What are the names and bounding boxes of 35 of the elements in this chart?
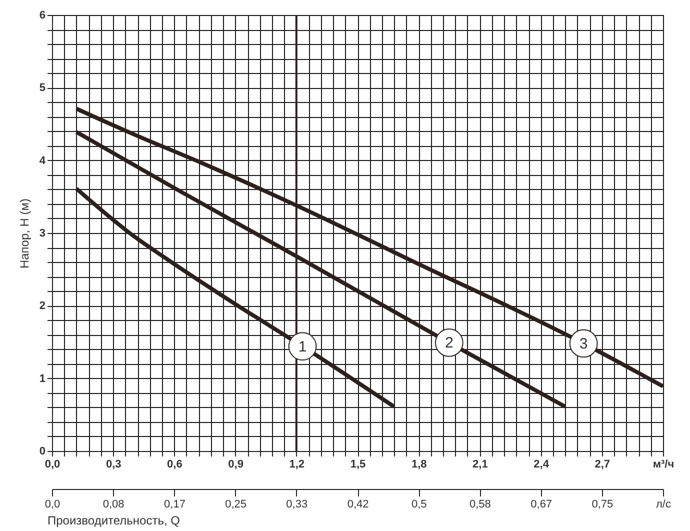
x2-tick-label: 0,0: [44, 498, 60, 510]
y-tick-label: 1: [39, 372, 46, 385]
x-axis-title: Производительность, Q: [48, 514, 180, 528]
x-tick-label: 2,7: [594, 458, 610, 470]
x-tick-label: 1,5: [350, 458, 366, 470]
x2-tick-label: 0,08: [102, 498, 124, 510]
x-tick-label: 0,9: [228, 458, 244, 470]
y-tick-label: 4: [39, 154, 46, 167]
line-series: [74, 186, 396, 409]
series-label: 1: [298, 338, 307, 356]
x2-tick-label: 0,67: [530, 498, 552, 510]
x-tick-label: 0,0: [44, 458, 60, 470]
x2-tick-label: 0,33: [286, 498, 308, 510]
x-tick-label: 0,6: [167, 458, 182, 470]
x-tick-label: 1,2: [289, 458, 305, 470]
x-tick-label: 1,8: [411, 458, 427, 470]
x2-tick-label: 0,5: [411, 498, 427, 510]
y-axis-title: Напор, H (м): [17, 198, 32, 269]
x2-tick-label: 0,25: [225, 498, 247, 510]
y-tick-label: 0: [39, 446, 46, 458]
y-tick-label: 2: [39, 300, 46, 312]
x2-tick-label: 0,58: [469, 498, 491, 510]
series-label: 2: [444, 334, 454, 352]
x-tick-label: м³/ч: [652, 458, 674, 470]
y-tick-label: 5: [39, 82, 46, 94]
x2-tick-label: 0,17: [164, 498, 186, 510]
series-label: 3: [579, 335, 588, 352]
x-tick-label: 2,1: [472, 458, 488, 470]
x2-tick-label: 0,42: [347, 498, 369, 510]
x2-tick-label: л/с: [656, 498, 672, 510]
y-tick-label: 3: [39, 228, 46, 240]
x-tick-label: 2,4: [534, 458, 550, 470]
x2-tick-label: 0,75: [592, 498, 614, 510]
y-tick-label: 6: [39, 10, 46, 22]
x-tick-label: 0,3: [106, 458, 122, 470]
